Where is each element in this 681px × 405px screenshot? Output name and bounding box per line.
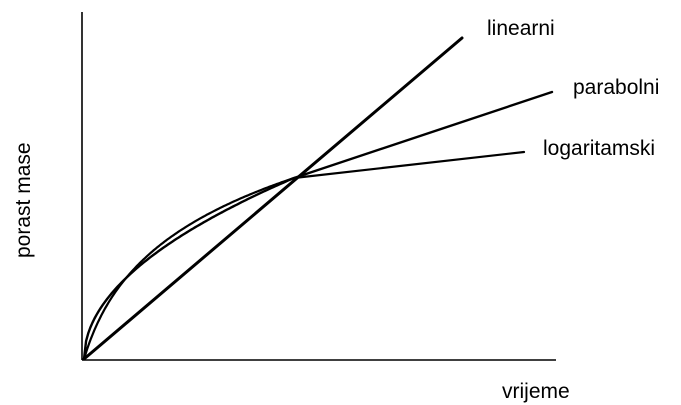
- series-line-linearni: [82, 36, 464, 361]
- x-axis-label: vrijeme: [502, 380, 570, 403]
- series-label-logaritamski: logaritamski: [543, 137, 655, 160]
- series-line-logaritamski: [82, 150, 526, 361]
- y-axis-label: porast mase: [12, 142, 35, 258]
- series-label-parabolni: parabolni: [573, 76, 659, 99]
- series-label-linearni: linearni: [487, 17, 555, 40]
- series-line-parabolni: [82, 90, 554, 361]
